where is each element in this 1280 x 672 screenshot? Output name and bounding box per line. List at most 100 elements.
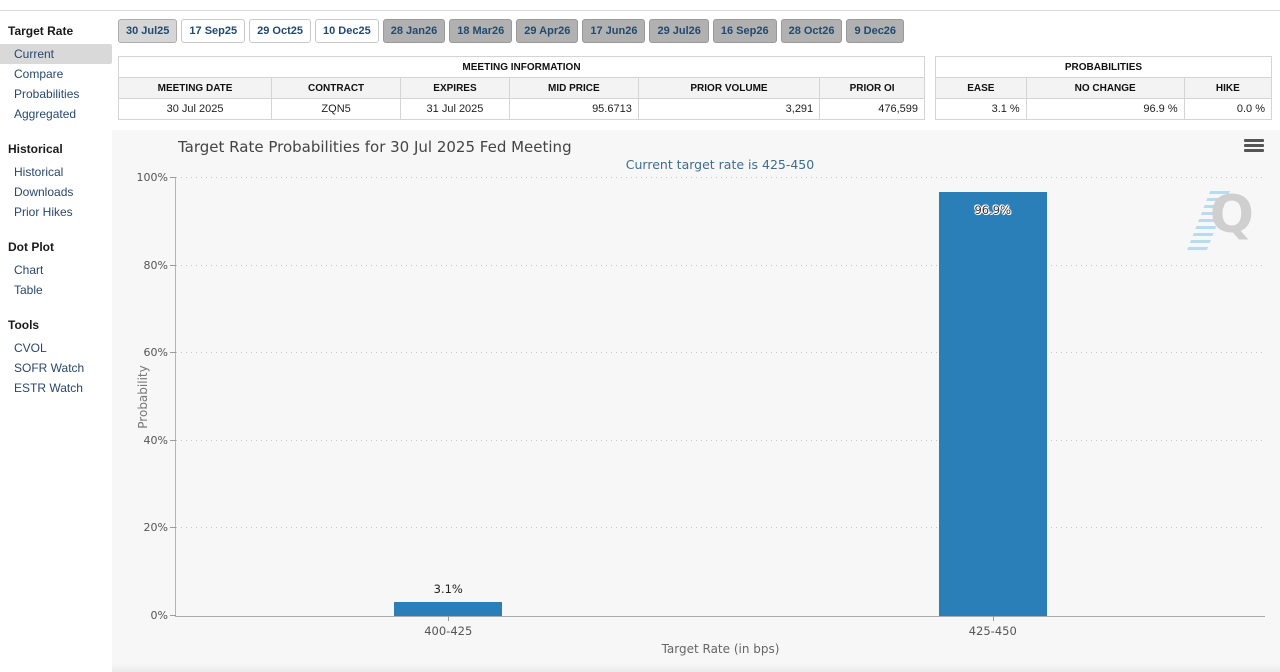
table-header-row: EASE NO CHANGE HIKE <box>935 77 1273 99</box>
tab-16-sep26[interactable]: 16 Sep26 <box>712 19 777 43</box>
y-axis-tick <box>170 177 176 178</box>
sidebar: Target Rate Current Compare Probabilities Ag… <box>0 16 112 408</box>
menu-bar <box>1244 144 1264 147</box>
column-header: CONTRACT <box>271 77 402 99</box>
sidebar-item-historical[interactable]: Historical <box>14 165 64 179</box>
table-cell: 95.6713 <box>508 98 639 120</box>
x-tick-label: 425-450 <box>968 624 1017 638</box>
column-header: NO CHANGE <box>1025 77 1185 99</box>
meeting-date-tabs: 30 Jul25 17 Sep25 29 Oct25 10 Dec25 28 Jan26… <box>118 19 905 43</box>
column-header: PRIOR VOLUME <box>637 77 821 99</box>
sidebar-item-downloads[interactable]: Downloads <box>14 185 74 199</box>
quikstrike-q-watermark: Q <box>1186 185 1256 255</box>
tab-28-oct26[interactable]: 28 Oct26 <box>780 19 843 43</box>
column-header: PRIOR OI <box>819 77 925 99</box>
tab-29-jul26[interactable]: 29 Jul26 <box>649 19 709 43</box>
sidebar-section-header: Target Rate <box>8 24 74 38</box>
y-gridline <box>176 352 1265 354</box>
y-tick-label: 20% <box>143 521 168 535</box>
table-cell: 476,599 <box>819 98 925 120</box>
bar-value-label: 96.9% <box>974 202 1012 217</box>
table-title-row: PROBABILITIES <box>935 56 1272 78</box>
tab-29-apr26[interactable]: 29 Apr26 <box>516 19 579 43</box>
y-tick-label: 80% <box>143 258 168 272</box>
sidebar-section: Target Rate Current Compare Probabilities Ag… <box>0 16 112 124</box>
table-title-row: MEETING INFORMATION <box>118 56 925 78</box>
bar-value-label: 3.1% <box>433 582 463 597</box>
column-header: MEETING DATE <box>117 77 273 99</box>
table-cell: 3.1 % <box>935 98 1027 120</box>
tab-18-mar26[interactable]: 18 Mar26 <box>449 19 513 43</box>
sidebar-item-table[interactable]: Table <box>14 283 43 297</box>
y-axis-tick <box>170 352 176 354</box>
table-cell: 3,291 <box>637 98 821 120</box>
menu-bar <box>1244 139 1264 142</box>
menu-bar <box>1244 149 1264 152</box>
y-gridline <box>176 527 1265 529</box>
sidebar-item-sofr-watch[interactable]: SOFR Watch <box>14 361 85 375</box>
y-tick-label: 100% <box>136 171 168 184</box>
table-cell: ZQN5 <box>271 98 402 120</box>
table-row: 30 Jul 2025 ZQN5 31 Jul 2025 95.6713 3,291 47… <box>117 98 925 120</box>
y-axis-tick <box>170 615 176 616</box>
sidebar-item-aggregated[interactable]: Aggregated <box>14 107 77 121</box>
x-axis-tick <box>448 616 450 621</box>
tab-30-jul25[interactable]: 30 Jul25 <box>118 19 178 43</box>
y-tick-label: 60% <box>143 346 168 360</box>
bar-425-450[interactable] <box>938 191 1047 616</box>
tab-28-jan26[interactable]: 28 Jan26 <box>382 19 446 43</box>
sidebar-item-prior-hikes[interactable]: Prior Hikes <box>14 205 73 219</box>
sidebar-item-chart[interactable]: Chart <box>14 263 44 277</box>
table-cell: 0.0 % <box>1183 98 1273 120</box>
sidebar-section: Historical Historical Downloads Prior Hikes <box>0 134 112 222</box>
table-cell: 96.9 % <box>1025 98 1185 120</box>
x-axis-label: Target Rate (in bps) <box>661 642 780 656</box>
y-axis-label: Probability <box>136 365 150 429</box>
sidebar-section: Dot Plot Chart Table <box>0 232 112 300</box>
y-gridline <box>176 264 1265 266</box>
tab-9-dec26[interactable]: 9 Dec26 <box>846 19 905 43</box>
column-header: EASE <box>935 77 1027 99</box>
y-gridline <box>176 439 1265 441</box>
tab-29-oct25[interactable]: 29 Oct25 <box>249 19 311 43</box>
top-divider <box>0 10 1280 11</box>
info-tables-row: MEETING INFORMATION MEETING DATE CONTRACT E… <box>117 56 1273 120</box>
y-tick-label: 0% <box>150 609 168 622</box>
sidebar-item-cvol[interactable]: CVOL <box>14 341 47 355</box>
table-cell: 30 Jul 2025 <box>117 98 273 120</box>
probability-chart: Target Rate Probabilities for 30 Jul 202… <box>112 130 1280 672</box>
y-axis-tick <box>170 439 176 441</box>
column-header: HIKE <box>1183 77 1273 99</box>
sidebar-section-header: Historical <box>8 142 63 156</box>
meeting-information-table: MEETING INFORMATION MEETING DATE CONTRACT E… <box>117 56 925 120</box>
table-row: 3.1 % 96.9 % 0.0 % <box>935 98 1273 120</box>
tab-17-jun26[interactable]: 17 Jun26 <box>582 19 646 43</box>
table-cell: 31 Jul 2025 <box>400 98 510 120</box>
column-header: MID PRICE <box>508 77 639 99</box>
tab-10-dec25[interactable]: 10 Dec25 <box>315 19 379 43</box>
x-tick-label: 400-425 <box>424 624 473 638</box>
probabilities-table: PROBABILITIES EASE NO CHANGE HIKE 3.1 % 96.9 … <box>935 56 1273 120</box>
y-gridline <box>176 177 1265 178</box>
y-tick-label: 40% <box>143 433 168 447</box>
column-header: EXPIRES <box>400 77 510 99</box>
sidebar-item-compare[interactable]: Compare <box>14 67 64 81</box>
sidebar-item-probabilities[interactable]: Probabilities <box>14 87 80 101</box>
table-title: PROBABILITIES <box>935 56 1272 78</box>
table-header-row: MEETING DATE CONTRACT EXPIRES MID PRICE PRIO… <box>117 77 925 99</box>
y-axis-tick <box>170 264 176 266</box>
hamburger-menu-icon[interactable] <box>1244 139 1264 154</box>
sidebar-section-header: Dot Plot <box>8 240 54 254</box>
plot-area: Probability Target Rate (in bps) 0% 20% 40… <box>136 171 1265 656</box>
tab-17-sep25[interactable]: 17 Sep25 <box>181 19 246 43</box>
sidebar-section: Tools CVOL SOFR Watch ESTR Watch <box>0 310 112 398</box>
y-axis-tick <box>170 527 176 529</box>
chart-subtitle: Current target rate is 425-450 <box>625 157 815 172</box>
watermark-q-letter: Q <box>1209 185 1254 245</box>
table-title: MEETING INFORMATION <box>118 56 925 78</box>
sidebar-section-header: Tools <box>8 318 40 332</box>
bar-400-425[interactable] <box>394 602 503 616</box>
sidebar-item-estr-watch[interactable]: ESTR Watch <box>14 381 83 395</box>
x-axis-tick <box>992 616 994 621</box>
sidebar-item-current[interactable]: Current <box>0 44 112 64</box>
